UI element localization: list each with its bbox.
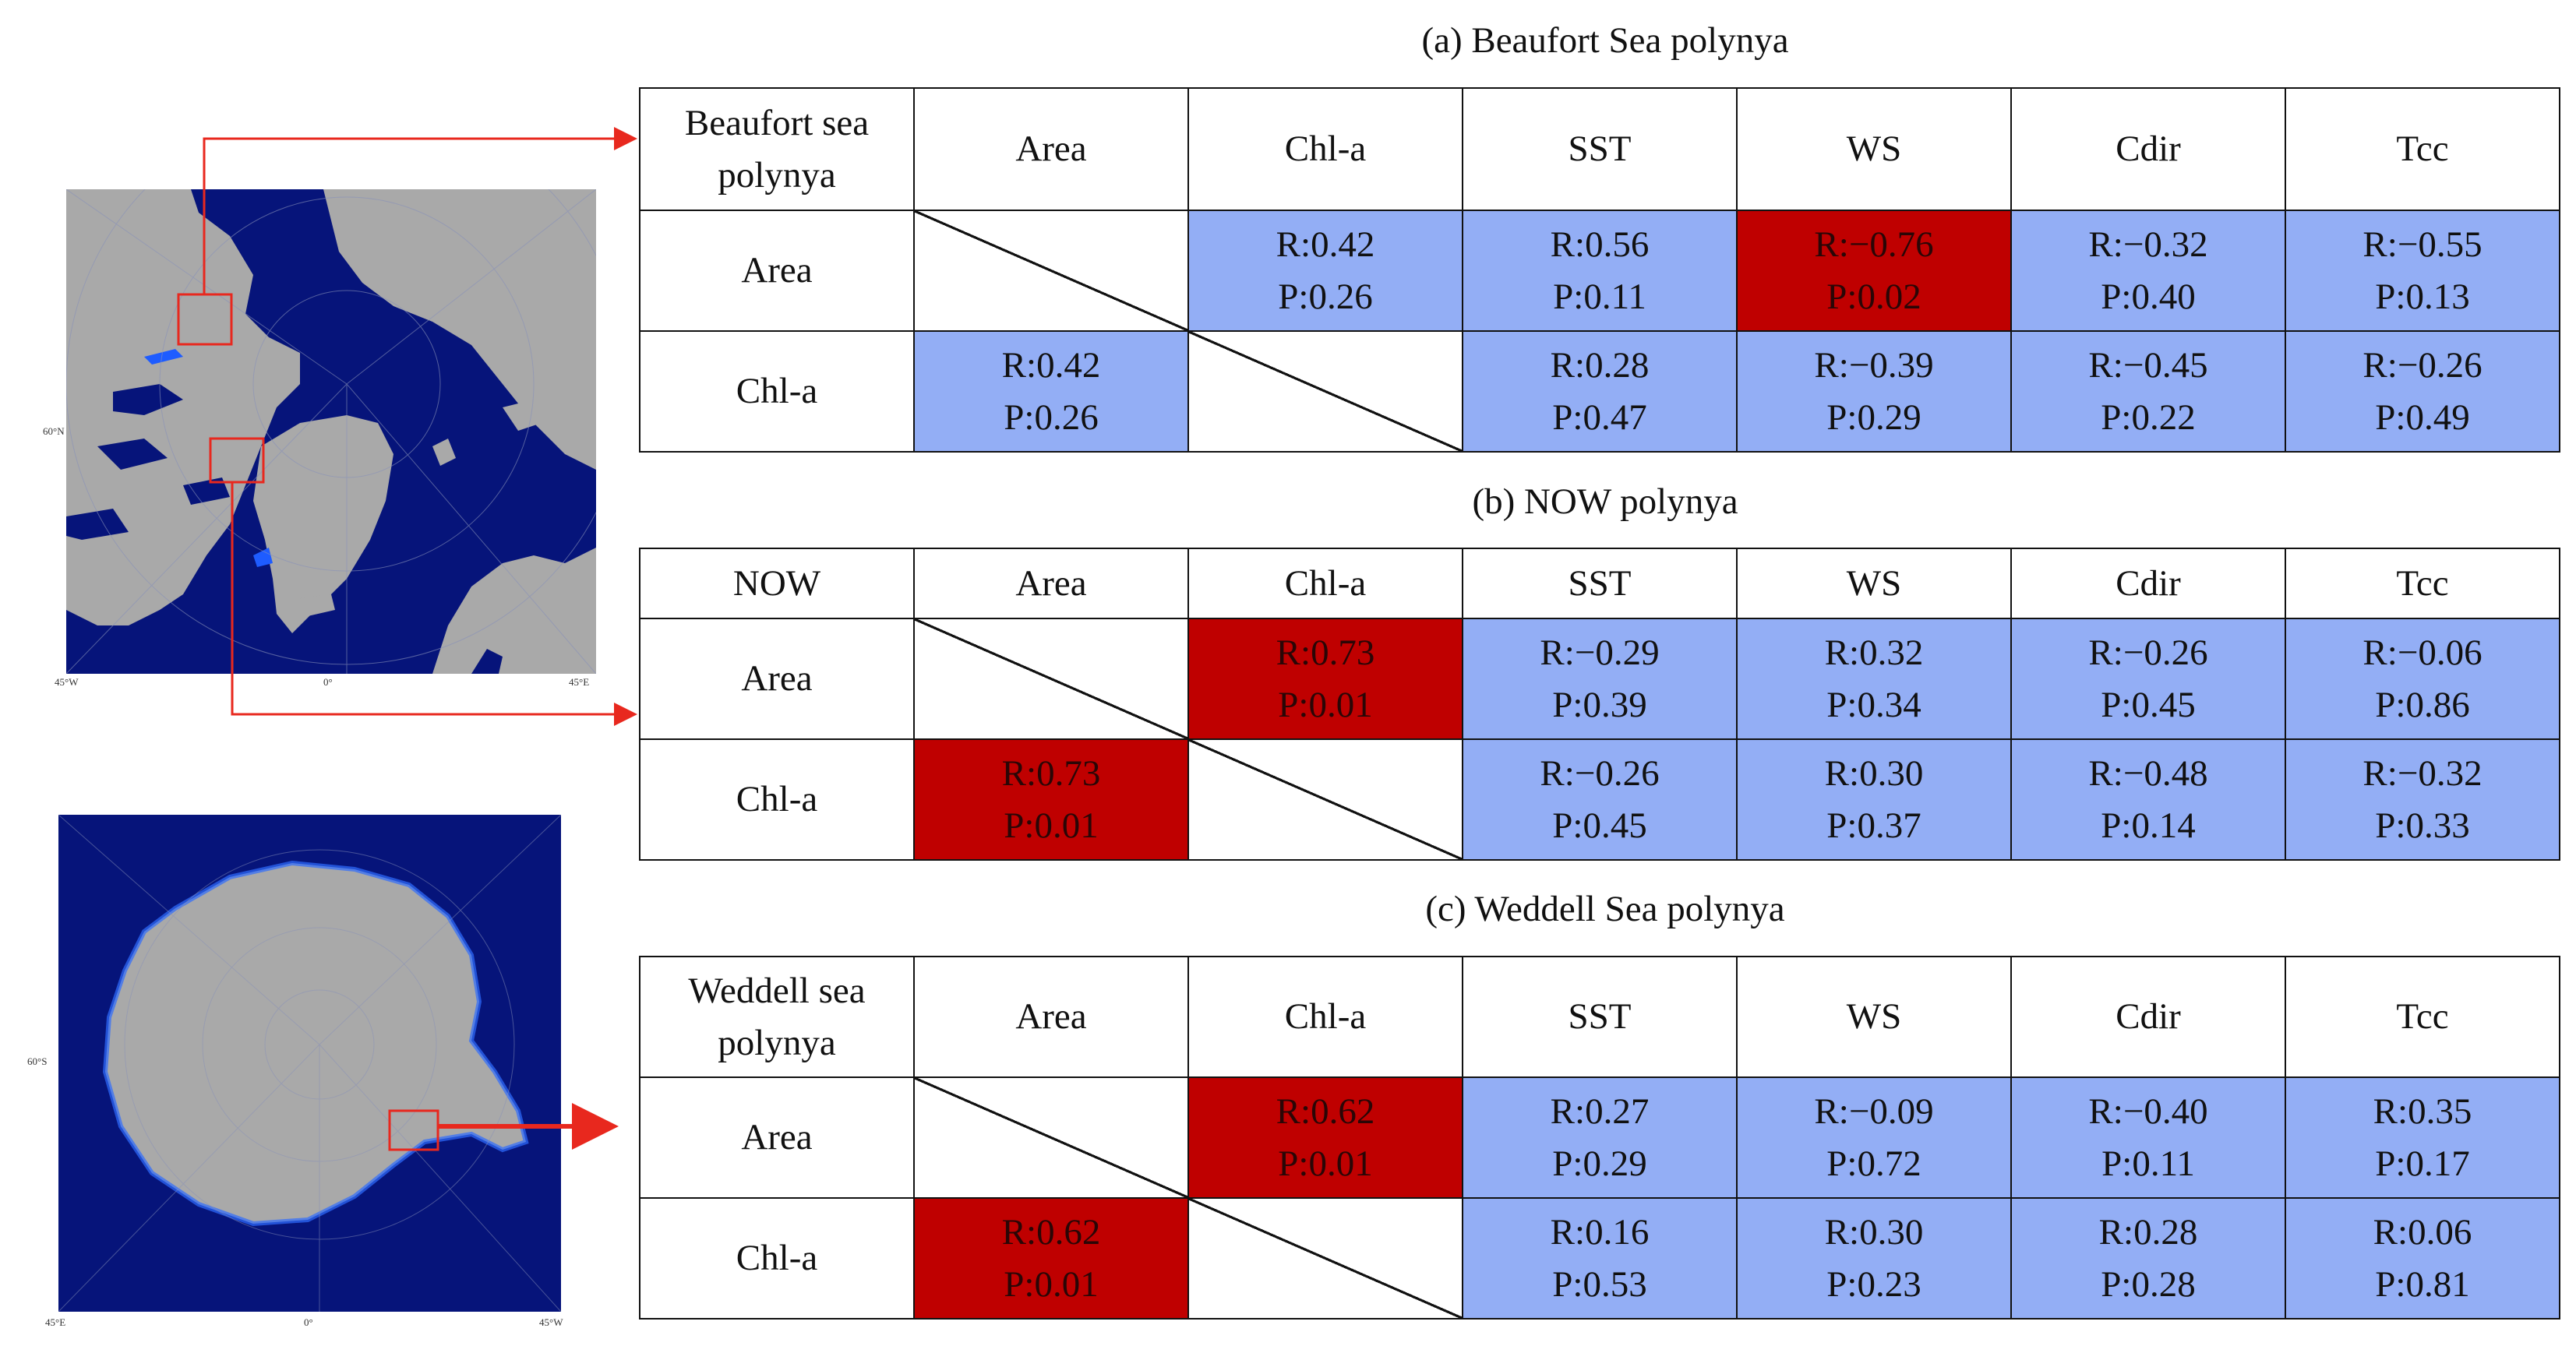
correlation-cell: R:−0.29 P:0.39 (1462, 618, 1738, 740)
diagonal-cell (913, 1076, 1189, 1199)
table-row: Chl-a R:0.73 P:0.01 R:−0.26 P:0.45 R:0.30 P… (639, 738, 2560, 861)
correlation-cell: R:−0.55 P:0.13 (2285, 210, 2560, 332)
column-header: WS (1736, 548, 2012, 619)
correlation-cell: R:−0.26 P:0.45 (2010, 618, 2286, 740)
diagonal-cell (1187, 330, 1463, 453)
antarctic-map (58, 815, 561, 1312)
diagonal-cell (1187, 738, 1463, 861)
antarctic-lat-label: 60°S (27, 1055, 48, 1067)
corner-cell: NOW (639, 548, 915, 619)
column-header: Tcc (2285, 548, 2560, 619)
correlation-cell: R:−0.39 P:0.29 (1736, 330, 2012, 453)
arctic-lat-label: 60°N (43, 425, 65, 437)
arctic-lon-right-label: 45°E (569, 676, 590, 688)
column-header: WS (1736, 956, 2012, 1078)
caption-now: (b) NOW polynya (1472, 481, 1738, 522)
column-header: Tcc (2285, 956, 2560, 1078)
column-header: Area (913, 87, 1189, 211)
column-header: Tcc (2285, 87, 2560, 211)
correlation-cell: R:−0.26 P:0.49 (2285, 330, 2560, 453)
beaufort-selection-box (177, 293, 233, 346)
column-header: Area (913, 548, 1189, 619)
correlation-cell: R:0.56 P:0.11 (1462, 210, 1738, 332)
column-header: Area (913, 956, 1189, 1078)
correlation-cell-significant: R:0.73 P:0.01 (1187, 618, 1463, 740)
correlation-cell: R:−0.48 P:0.14 (2010, 738, 2286, 861)
column-header: Chl-a (1187, 87, 1463, 211)
table-weddell: Weddell sea polynya Area Chl-a SST WS Cdi… (639, 956, 2560, 1320)
antarctic-lon-right-label: 45°W (539, 1316, 563, 1328)
column-header: Cdir (2010, 87, 2286, 211)
correlation-cell: R:−0.45 P:0.22 (2010, 330, 2286, 453)
correlation-cell-significant: R:0.62 P:0.01 (1187, 1076, 1463, 1199)
arctic-map-image (66, 189, 596, 674)
table-now: NOW Area Chl-a SST WS Cdir Tcc Area R:0.… (639, 548, 2560, 861)
column-header: SST (1462, 956, 1738, 1078)
column-header: Chl-a (1187, 548, 1463, 619)
antarctic-map-image (58, 815, 561, 1312)
correlation-cell: R:0.28 P:0.47 (1462, 330, 1738, 453)
correlation-cell: R:−0.32 P:0.33 (2285, 738, 2560, 861)
correlation-cell: R:0.30 P:0.37 (1736, 738, 2012, 861)
table-beaufort: Beaufort sea polynya Area Chl-a SST WS Cd… (639, 87, 2560, 453)
correlation-cell: R:0.30 P:0.23 (1736, 1197, 2012, 1320)
correlation-cell: R:−0.06 P:0.86 (2285, 618, 2560, 740)
corner-cell: Weddell sea polynya (639, 956, 915, 1078)
row-header: Chl-a (639, 738, 915, 861)
table-header-row: NOW Area Chl-a SST WS Cdir Tcc (639, 548, 2560, 619)
table-row: Chl-a R:0.42 P:0.26 R:0.28 P:0.47 R:−0.39 P… (639, 330, 2560, 453)
antarctic-lon-left-label: 45°E (45, 1316, 66, 1328)
column-header: SST (1462, 548, 1738, 619)
correlation-cell: R:0.16 P:0.53 (1462, 1197, 1738, 1320)
weddell-selection-box (388, 1109, 439, 1151)
table-header-row: Weddell sea polynya Area Chl-a SST WS Cdi… (639, 956, 2560, 1078)
table-row: Area R:0.73 P:0.01 R:−0.29 P:0.39 R:0.32 P:… (639, 618, 2560, 740)
arctic-map (66, 189, 596, 674)
correlation-cell: R:−0.26 P:0.45 (1462, 738, 1738, 861)
corner-cell: Beaufort sea polynya (639, 87, 915, 211)
antarctic-lon-center-label: 0° (304, 1316, 313, 1328)
arctic-lon-left-label: 45°W (55, 676, 79, 688)
caption-beaufort: (a) Beaufort Sea polynya (1421, 20, 1789, 61)
correlation-cell: R:0.42 P:0.26 (1187, 210, 1463, 332)
caption-weddell: (c) Weddell Sea polynya (1425, 889, 1785, 929)
table-header-row: Beaufort sea polynya Area Chl-a SST WS Cd… (639, 87, 2560, 211)
row-header: Area (639, 618, 915, 740)
column-header: SST (1462, 87, 1738, 211)
correlation-cell: R:0.27 P:0.29 (1462, 1076, 1738, 1199)
row-header: Chl-a (639, 330, 915, 453)
correlation-cell: R:0.35 P:0.17 (2285, 1076, 2560, 1199)
correlation-cell: R:−0.32 P:0.40 (2010, 210, 2286, 332)
correlation-cell: R:0.42 P:0.26 (913, 330, 1189, 453)
correlation-cell-significant: R:0.73 P:0.01 (913, 738, 1189, 861)
column-header: Cdir (2010, 956, 2286, 1078)
diagonal-cell (913, 210, 1189, 332)
correlation-cell-significant: R:0.62 P:0.01 (913, 1197, 1189, 1320)
diagonal-cell (913, 618, 1189, 740)
correlation-cell: R:0.32 P:0.34 (1736, 618, 2012, 740)
column-header: Chl-a (1187, 956, 1463, 1078)
table-row: Area R:0.62 P:0.01 R:0.27 P:0.29 R:−0.09 P:… (639, 1076, 2560, 1199)
column-header: Cdir (2010, 548, 2286, 619)
correlation-cell: R:−0.09 P:0.72 (1736, 1076, 2012, 1199)
column-header: WS (1736, 87, 2012, 211)
correlation-cell: R:−0.40 P:0.11 (2010, 1076, 2286, 1199)
row-header: Chl-a (639, 1197, 915, 1320)
arctic-lon-center-label: 0° (323, 676, 333, 688)
correlation-cell-significant: R:−0.76 P:0.02 (1736, 210, 2012, 332)
row-header: Area (639, 1076, 915, 1199)
diagonal-cell (1187, 1197, 1463, 1320)
table-row: Chl-a R:0.62 P:0.01 R:0.16 P:0.53 R:0.30 P:… (639, 1197, 2560, 1320)
correlation-cell: R:0.06 P:0.81 (2285, 1197, 2560, 1320)
table-row: Area R:0.42 P:0.26 R:0.56 P:0.11 R:−0.76 P:… (639, 210, 2560, 332)
row-header: Area (639, 210, 915, 332)
correlation-cell: R:0.28 P:0.28 (2010, 1197, 2286, 1320)
